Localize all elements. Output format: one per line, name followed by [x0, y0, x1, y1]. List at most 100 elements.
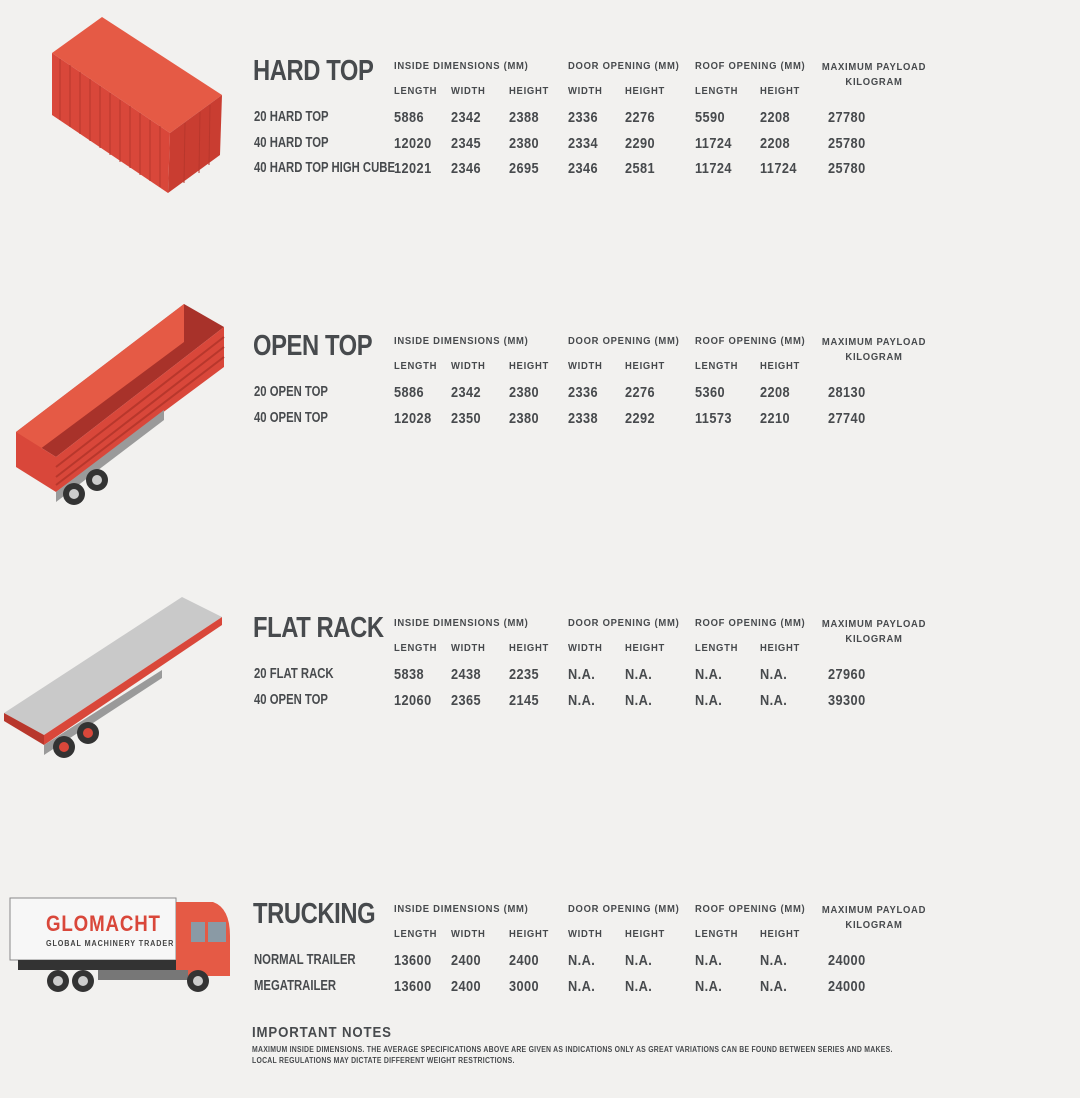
sub-header-height: HEIGHT — [509, 928, 550, 940]
payload-header-line2: KILOGRAM — [845, 351, 903, 363]
row-value: 2346 — [568, 160, 599, 177]
row-value: N.A. — [625, 977, 653, 995]
row-value: 3000 — [509, 977, 540, 995]
sub-header-height: HEIGHT — [760, 85, 801, 97]
sub-header-length: LENGTH — [394, 85, 438, 97]
row-value: 2276 — [625, 109, 656, 126]
sub-header-height: HEIGHT — [760, 360, 801, 372]
table-row: 40 HARD TOP 12020 2345 2380 2334 2290 11724 220… — [0, 135, 1080, 159]
row-value: N.A. — [625, 952, 653, 969]
table-row: 20 HARD TOP 5886 2342 2388 2336 2276 5590 2208 2… — [0, 109, 1080, 133]
row-value: 5590 — [695, 109, 726, 126]
row-value: 2208 — [760, 109, 791, 126]
row-value: 2235 — [509, 666, 540, 683]
roof-opening-header: ROOF OPENING (MM) — [695, 903, 806, 915]
inside-dimensions-header: INSIDE DIMENSIONS (MM) — [394, 60, 529, 72]
payload-header-line1: MAXIMUM PAYLOAD — [821, 618, 927, 630]
row-value: 2581 — [625, 160, 656, 177]
row-value: 2350 — [451, 409, 482, 427]
row-value: 2380 — [509, 409, 540, 427]
row-value: 25780 — [828, 134, 866, 152]
sub-header-height: HEIGHT — [509, 642, 550, 654]
sub-header-height: HEIGHT — [625, 85, 666, 97]
row-value: 2342 — [451, 384, 482, 401]
row-name: 40 HARD TOP HIGH CUBE — [254, 160, 395, 176]
truck-illustration: GLOMACHT GLOBAL MACHINERY TRADER — [8, 896, 233, 996]
important-notes: IMPORTANT NOTES MAXIMUM INSIDE DIMENSION… — [252, 1024, 997, 1066]
row-value: 13600 — [394, 977, 432, 995]
payload-header-line2: KILOGRAM — [845, 919, 903, 931]
section-hard-top: HARD TOP INSIDE DIMENSIONS (MM) DOOR OPENI… — [0, 55, 1080, 255]
row-value: N.A. — [568, 977, 596, 995]
row-value: N.A. — [625, 666, 653, 683]
door-opening-header: DOOR OPENING (MM) — [568, 903, 680, 915]
row-value: 2290 — [625, 134, 656, 152]
row-value: 2334 — [568, 134, 599, 152]
payload-header-line2: KILOGRAM — [845, 76, 903, 88]
roof-opening-header: ROOF OPENING (MM) — [695, 335, 806, 347]
roof-opening-header: ROOF OPENING (MM) — [695, 617, 806, 629]
row-value: N.A. — [695, 977, 723, 995]
sub-header-height: HEIGHT — [625, 928, 666, 940]
row-value: N.A. — [760, 691, 788, 709]
row-name: 20 OPEN TOP — [254, 384, 328, 400]
row-value: 28130 — [828, 384, 866, 401]
payload-header-line1: MAXIMUM PAYLOAD — [821, 61, 927, 73]
sub-header-length: LENGTH — [394, 360, 438, 372]
section-title: OPEN TOP — [253, 330, 373, 362]
payload-header: MAXIMUM PAYLOAD KILOGRAM — [820, 60, 928, 90]
row-value: N.A. — [568, 666, 596, 683]
row-value: N.A. — [760, 666, 788, 683]
row-value: 5886 — [394, 109, 425, 126]
table-row: 40 OPEN TOP 12028 2350 2380 2338 2292 11573 221… — [0, 410, 1080, 434]
table-row: MEGATRAILER 13600 2400 3000 N.A. N.A. N.A. N.A.… — [0, 978, 1080, 1002]
row-value: N.A. — [760, 952, 788, 969]
notes-line-1: MAXIMUM INSIDE DIMENSIONS. THE AVERAGE S… — [252, 1045, 893, 1054]
row-value: 25780 — [828, 160, 866, 177]
sub-header-width: WIDTH — [568, 642, 603, 654]
sub-header-width: WIDTH — [451, 642, 486, 654]
row-value: 5360 — [695, 384, 726, 401]
payload-header-line2: KILOGRAM — [845, 633, 903, 645]
sub-header-length: LENGTH — [394, 642, 438, 654]
section-flat-rack: FLAT RACK INSIDE DIMENSIONS (MM) DOOR OPEN… — [0, 612, 1080, 812]
row-value: 12020 — [394, 134, 432, 152]
open-top-trailer-icon — [16, 304, 225, 505]
row-value: 2292 — [625, 409, 656, 427]
sub-header-length: LENGTH — [695, 85, 739, 97]
inside-dimensions-header: INSIDE DIMENSIONS (MM) — [394, 335, 529, 347]
door-opening-header: DOOR OPENING (MM) — [568, 617, 680, 629]
notes-line-2: LOCAL REGULATIONS MAY DICTATE DIFFERENT … — [252, 1056, 515, 1065]
payload-header: MAXIMUM PAYLOAD KILOGRAM — [820, 903, 928, 933]
table-row: 20 OPEN TOP 5886 2342 2380 2336 2276 5360 2208 2… — [0, 384, 1080, 408]
payload-header-line1: MAXIMUM PAYLOAD — [821, 904, 927, 916]
row-value: N.A. — [695, 691, 723, 709]
row-value: 2208 — [760, 134, 791, 152]
row-value: 27740 — [828, 409, 866, 427]
sub-header-width: WIDTH — [568, 360, 603, 372]
row-value: 2336 — [568, 384, 599, 401]
row-value: 12028 — [394, 409, 432, 427]
sub-header-width: WIDTH — [451, 360, 486, 372]
truck-logo-brand: GLOMACHT — [46, 911, 161, 936]
row-value: 2338 — [568, 409, 599, 427]
sub-header-width: WIDTH — [568, 85, 603, 97]
row-value: 27780 — [828, 109, 866, 126]
truck-icon — [9, 897, 230, 992]
sub-header-width: WIDTH — [451, 85, 486, 97]
row-value: 5838 — [394, 666, 425, 683]
sub-header-width: WIDTH — [451, 928, 486, 940]
payload-header: MAXIMUM PAYLOAD KILOGRAM — [820, 617, 928, 647]
row-value: 2346 — [451, 160, 482, 177]
row-value: 2380 — [509, 134, 540, 152]
row-value: N.A. — [760, 977, 788, 995]
inside-dimensions-header: INSIDE DIMENSIONS (MM) — [394, 903, 529, 915]
sub-header-height: HEIGHT — [509, 360, 550, 372]
door-opening-header: DOOR OPENING (MM) — [568, 335, 680, 347]
row-value: N.A. — [568, 691, 596, 709]
sub-header-length: LENGTH — [695, 642, 739, 654]
row-value: 39300 — [828, 691, 866, 709]
row-value: 2365 — [451, 691, 482, 709]
row-name: NORMAL TRAILER — [254, 952, 356, 968]
row-value: 11724 — [695, 160, 732, 177]
